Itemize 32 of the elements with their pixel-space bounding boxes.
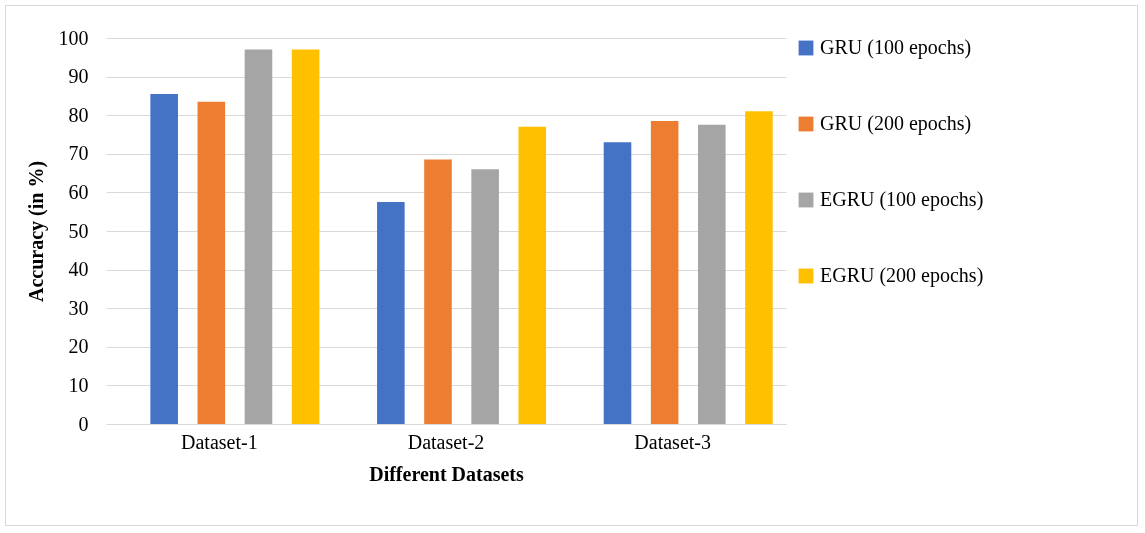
bar: [650, 120, 679, 424]
bar: [377, 202, 405, 424]
y-tick-label: 40: [68, 258, 89, 281]
y-tick-label: 90: [68, 65, 89, 88]
bar: [291, 49, 320, 424]
x-tick-label: Dataset-3: [634, 430, 711, 453]
bar: [471, 169, 499, 424]
x-tick-label: Dataset-2: [407, 430, 485, 453]
y-tick-label: 100: [58, 26, 89, 49]
legend-label: EGRU (100 epochs): [820, 188, 984, 211]
y-tick-label: 30: [68, 296, 89, 319]
bar: [698, 124, 726, 424]
legend-label: EGRU (200 epochs): [820, 264, 984, 287]
y-axis-title: Accuracy (in %): [24, 160, 48, 303]
y-tick-label: 50: [68, 219, 89, 242]
bar: [518, 126, 547, 424]
bar: [197, 101, 226, 424]
legend-label: GRU (200 epochs): [820, 112, 972, 135]
x-tick-label: Dataset-1: [181, 430, 258, 453]
bar: [150, 93, 178, 424]
y-tick-label: 70: [68, 142, 89, 165]
x-axis-title: Different Datasets: [369, 462, 524, 485]
bar: [603, 142, 632, 424]
y-tick-label: 80: [68, 103, 89, 126]
bar: [244, 49, 273, 424]
y-tick-label: 20: [68, 335, 89, 358]
legend-label: GRU (100 epochs): [820, 36, 972, 59]
y-tick-label: 10: [68, 373, 89, 396]
y-tick-label: 60: [68, 180, 89, 203]
bar: [745, 111, 773, 424]
bar: [424, 159, 452, 424]
y-tick-label: 0: [78, 412, 89, 435]
